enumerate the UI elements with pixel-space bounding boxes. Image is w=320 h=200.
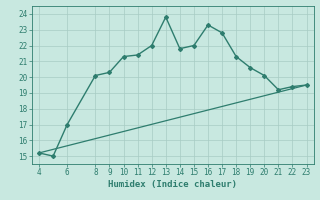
X-axis label: Humidex (Indice chaleur): Humidex (Indice chaleur)	[108, 180, 237, 189]
